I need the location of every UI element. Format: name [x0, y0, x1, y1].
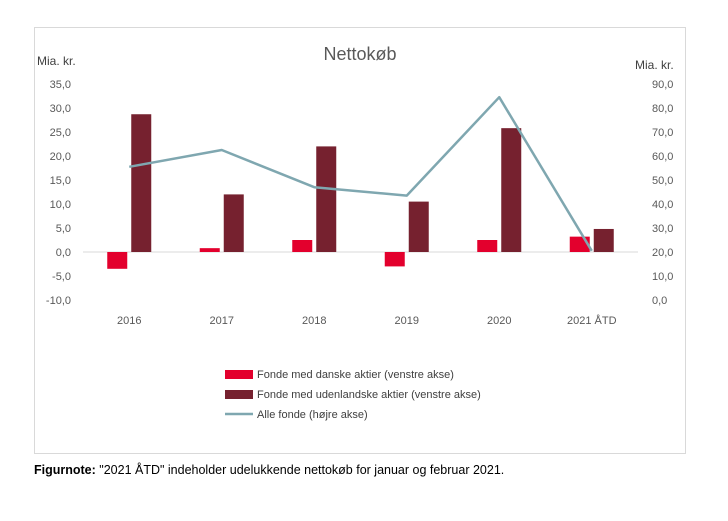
- bar-danske: [384, 252, 405, 267]
- right-tick-label: 80,0: [652, 103, 673, 115]
- x-tick-label: 2020: [487, 315, 511, 327]
- right-tick-label: 70,0: [652, 127, 673, 139]
- bar-udenlandske: [316, 146, 337, 252]
- right-tick-label: 60,0: [652, 151, 673, 163]
- right-tick-label: 20,0: [652, 247, 673, 259]
- x-tick-label: 2017: [210, 315, 234, 327]
- left-tick-label: 20,0: [50, 151, 71, 163]
- left-tick-label: 30,0: [50, 103, 71, 115]
- left-tick-label: 15,0: [50, 175, 71, 187]
- legend-swatch-bar: [225, 390, 253, 399]
- bar-udenlandske: [408, 201, 429, 252]
- right-tick-label: 50,0: [652, 175, 673, 187]
- x-tick-label: 2019: [395, 315, 419, 327]
- left-tick-label: -10,0: [46, 295, 71, 307]
- legend-entry: Alle fonde (højre akse): [257, 409, 368, 421]
- chart-frame: Nettokøb Mia. kr. Mia. kr. -10,0 -5,0 0,0 5,0 1…: [34, 27, 686, 454]
- left-axis-unit: Mia. kr.: [37, 54, 76, 68]
- right-tick-label: 10,0: [652, 271, 673, 283]
- right-tick-label: 90,0: [652, 79, 673, 91]
- figure-note-label: Figurnote:: [34, 463, 96, 477]
- x-tick-label: 2021 ÅTD: [567, 314, 617, 327]
- left-tick-label: 10,0: [50, 199, 71, 211]
- x-tick-label: 2018: [302, 315, 326, 327]
- left-tick-label: 25,0: [50, 127, 71, 139]
- chart-title: Nettokøb: [323, 44, 396, 64]
- legend-swatch-bar: [225, 370, 253, 379]
- figure-note: Figurnote: "2021 ÅTD" indeholder udelukk…: [34, 463, 504, 477]
- bar-danske: [107, 252, 128, 269]
- right-tick-label: 0,0: [652, 295, 667, 307]
- right-tick-label: 30,0: [652, 223, 673, 235]
- right-axis-unit: Mia. kr.: [635, 58, 674, 72]
- bar-udenlandske: [593, 228, 614, 252]
- legend-entry: Fonde med danske aktier (venstre akse): [257, 369, 454, 381]
- bar-udenlandske: [223, 194, 244, 252]
- bar-danske: [292, 240, 313, 252]
- bar-danske: [199, 248, 220, 252]
- left-tick-label: 5,0: [56, 223, 71, 235]
- line-alle-fonde: [129, 95, 593, 252]
- bar-udenlandske: [501, 128, 522, 252]
- right-tick-label: 40,0: [652, 199, 673, 211]
- left-tick-label: -5,0: [52, 271, 71, 283]
- left-tick-label: 0,0: [56, 247, 71, 259]
- left-tick-label: 35,0: [50, 79, 71, 91]
- bar-udenlandske: [131, 114, 152, 253]
- x-tick-label: 2016: [117, 315, 141, 327]
- figure-note-text: "2021 ÅTD" indeholder udelukkende nettok…: [95, 463, 505, 477]
- chart-svg: Nettokøb Mia. kr. Mia. kr. -10,0 -5,0 0,0 5,0 1…: [37, 44, 674, 421]
- bar-danske: [477, 240, 498, 252]
- legend-entry: Fonde med udenlandske aktier (venstre ak…: [257, 389, 481, 401]
